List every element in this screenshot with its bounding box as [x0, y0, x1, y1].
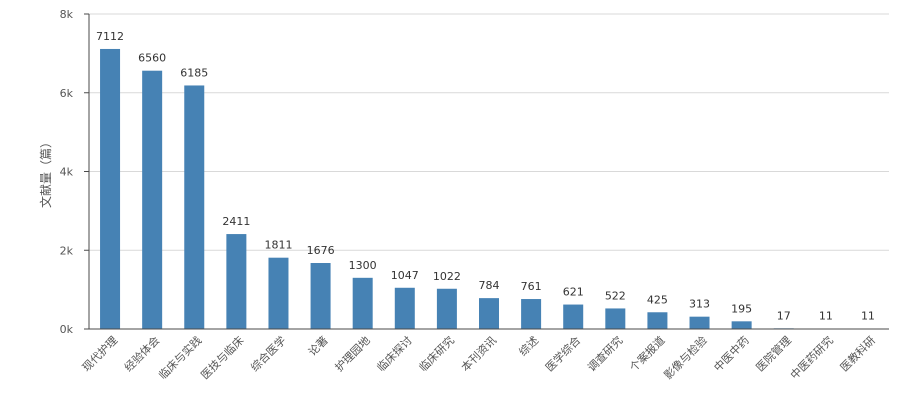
x-tick-label: 临床研究	[416, 333, 457, 374]
grid-lines	[84, 13, 889, 330]
bars	[100, 48, 878, 330]
x-tick-label: 中医药研究	[787, 333, 836, 382]
x-tick-label: 医技与临床	[198, 333, 247, 382]
y-tick-labels: 0k 2k 4k 6k 8k	[60, 8, 74, 336]
x-tick-label: 中医中药	[711, 334, 751, 374]
bar	[689, 316, 710, 329]
data-label: 1300	[349, 259, 377, 272]
data-label: 195	[731, 302, 752, 315]
data-label: 11	[861, 310, 875, 323]
x-tick-label: 论著	[305, 333, 330, 358]
data-label: 1811	[264, 239, 292, 252]
bar	[605, 308, 626, 329]
data-label: 2411	[222, 215, 250, 228]
x-tick-label: 本刊资讯	[458, 333, 499, 374]
data-label: 621	[563, 286, 584, 299]
x-tick-label: 综述	[516, 333, 541, 358]
data-label: 425	[647, 293, 668, 306]
y-tick-label: 0k	[60, 323, 74, 336]
y-axis-label: 文献量（篇）	[38, 136, 53, 208]
bar	[731, 321, 752, 329]
data-label: 313	[689, 298, 710, 311]
x-tick-label: 经验体会	[121, 333, 162, 374]
x-tick-label: 个案报道	[627, 333, 668, 374]
x-tick-label: 调查研究	[584, 333, 625, 374]
x-tick-label: 护理园地	[332, 333, 373, 374]
bar	[352, 277, 373, 329]
data-label: 522	[605, 289, 626, 302]
bar	[100, 48, 121, 330]
bar	[268, 257, 289, 329]
x-tick-label: 综合医学	[248, 333, 289, 374]
bar	[647, 312, 668, 329]
bar	[142, 70, 163, 329]
data-label: 6560	[138, 52, 166, 65]
data-label: 1047	[391, 269, 419, 282]
y-tick-label: 6k	[60, 87, 74, 100]
y-tick-label: 2k	[60, 244, 74, 257]
data-labels: 7112 6560 6185 2411 1811 1676 1300 1047 1022 784 7…	[96, 30, 875, 323]
x-tick-label: 临床与实践	[156, 333, 205, 382]
x-tick-label: 医学综合	[542, 333, 583, 374]
x-tick-label: 临床探讨	[374, 333, 415, 374]
bar	[479, 298, 499, 329]
x-tick-label: 医教科研	[837, 333, 878, 374]
data-label: 1022	[433, 270, 461, 283]
x-tick-label: 影像与检验	[661, 333, 710, 382]
x-tick-label: 医院管理	[753, 333, 794, 374]
bar	[184, 85, 205, 329]
data-label: 11	[819, 310, 833, 323]
data-label: 784	[479, 279, 500, 292]
data-label: 6185	[180, 66, 208, 79]
data-label: 17	[777, 309, 791, 322]
bar	[226, 234, 247, 329]
bar	[436, 288, 457, 329]
data-label: 7112	[96, 30, 124, 43]
bar	[310, 263, 331, 329]
x-tick-label: 现代护理	[79, 333, 120, 374]
bar	[394, 287, 415, 329]
data-label: 761	[521, 280, 542, 293]
y-tick-label: 8k	[60, 8, 74, 21]
y-tick-label: 4k	[60, 166, 74, 179]
data-label: 1676	[307, 244, 335, 257]
bar	[563, 304, 584, 329]
bar	[521, 299, 542, 329]
